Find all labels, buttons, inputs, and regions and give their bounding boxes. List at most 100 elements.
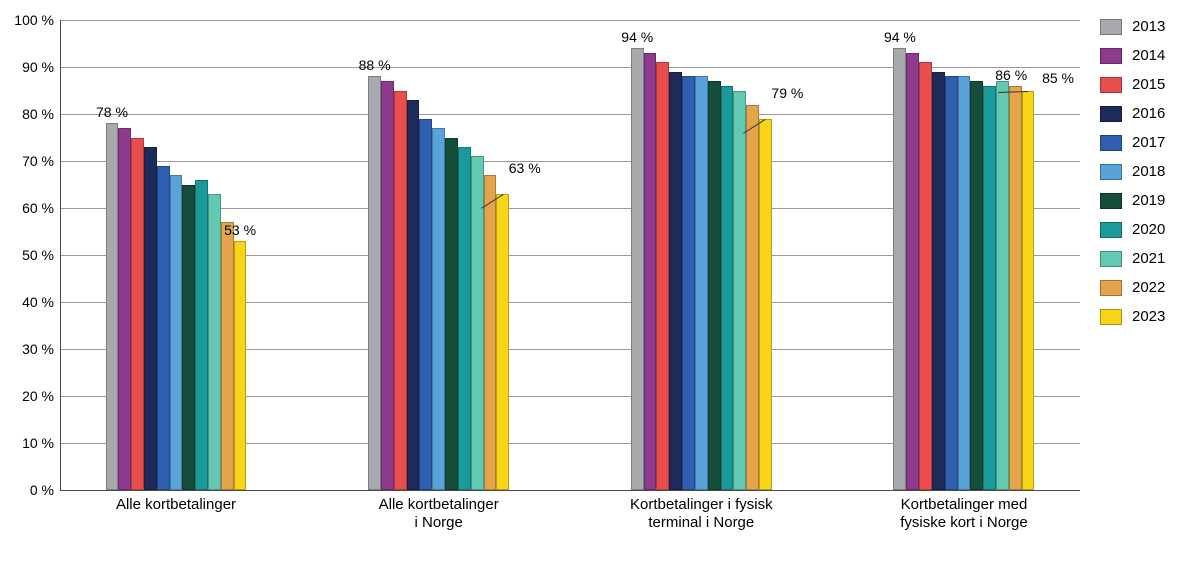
data-label: 94 % (884, 29, 916, 45)
legend-swatch (1100, 309, 1122, 325)
ytick-label: 100 % (14, 12, 60, 28)
data-label: 94 % (621, 29, 653, 45)
plot-area: 0 %10 %20 %30 %40 %50 %60 %70 %80 %90 %1… (60, 20, 1080, 490)
bar (195, 180, 208, 490)
category-label: Kortbetalinger i fysisk terminal i Norge (616, 490, 787, 532)
bar (445, 138, 458, 491)
gridline (60, 20, 1080, 21)
bar (118, 128, 131, 490)
legend-item: 2017 (1100, 134, 1165, 151)
category-label: Kortbetalinger med fysiske kort i Norge (879, 490, 1050, 532)
data-label: 85 % (1042, 70, 1074, 86)
bar (644, 53, 657, 490)
legend-swatch (1100, 106, 1122, 122)
ytick-label: 70 % (22, 153, 60, 169)
ytick-label: 0 % (30, 482, 60, 498)
data-label: 78 % (96, 104, 128, 120)
bar (432, 128, 445, 490)
bar (893, 48, 906, 490)
data-label: 63 % (509, 160, 541, 176)
legend-item: 2013 (1100, 18, 1165, 35)
bar-chart: 0 % 10 % 20 % 30 % 40 % 50 % 60 % 70 % 80 % 90 % 1… (0, 0, 1200, 569)
bar (631, 48, 644, 490)
legend-item: 2014 (1100, 47, 1165, 64)
bar (221, 222, 234, 490)
bar (1009, 86, 1022, 490)
legend-item: 2023 (1100, 308, 1165, 325)
bar (106, 123, 119, 490)
legend-label: 2018 (1132, 163, 1165, 180)
bar (381, 81, 394, 490)
bar (170, 175, 183, 490)
legend-item: 2020 (1100, 221, 1165, 238)
ytick-label: 30 % (22, 341, 60, 357)
bar (983, 86, 996, 490)
bar (721, 86, 734, 490)
ytick-label: 50 % (22, 247, 60, 263)
bar (759, 119, 772, 490)
bar (746, 105, 759, 490)
legend-label: 2014 (1132, 47, 1165, 64)
legend-label: 2019 (1132, 192, 1165, 209)
bar (919, 62, 932, 490)
y-axis (60, 20, 61, 490)
bar (394, 91, 407, 491)
bar (906, 53, 919, 490)
legend-label: 2020 (1132, 221, 1165, 238)
bar (945, 76, 958, 490)
legend-swatch (1100, 135, 1122, 151)
ytick-label: 10 % (22, 435, 60, 451)
legend-item: 2021 (1100, 250, 1165, 267)
bar (131, 138, 144, 491)
data-label: 53 % (224, 222, 256, 238)
ytick-label: 80 % (22, 106, 60, 122)
ytick-label: 20 % (22, 388, 60, 404)
bar (656, 62, 669, 490)
bar (996, 81, 1009, 490)
legend-item: 2022 (1100, 279, 1165, 296)
bar (1022, 91, 1035, 491)
bar (407, 100, 420, 490)
bar (144, 147, 157, 490)
bar (157, 166, 170, 490)
bar (682, 76, 695, 490)
legend-label: 2016 (1132, 105, 1165, 122)
ytick-label: 90 % (22, 59, 60, 75)
data-label: 86 % (995, 67, 1027, 83)
legend-label: 2015 (1132, 76, 1165, 93)
legend-item: 2019 (1100, 192, 1165, 209)
legend-item: 2018 (1100, 163, 1165, 180)
legend-label: 2022 (1132, 279, 1165, 296)
legend-swatch (1100, 19, 1122, 35)
category-label: Alle kortbetalinger (91, 490, 262, 514)
legend-swatch (1100, 193, 1122, 209)
legend: 2013 2014 2015 2016 2017 2018 2019 2020 2021 2022… (1100, 18, 1165, 337)
bar (932, 72, 945, 490)
bar (419, 119, 432, 490)
category-label: Alle kortbetalinger i Norge (353, 490, 524, 532)
bar (234, 241, 247, 490)
legend-item: 2016 (1100, 105, 1165, 122)
legend-swatch (1100, 77, 1122, 93)
bar (669, 72, 682, 490)
bar (970, 81, 983, 490)
legend-swatch (1100, 164, 1122, 180)
bar (458, 147, 471, 490)
legend-label: 2017 (1132, 134, 1165, 151)
bar (733, 91, 746, 491)
bar (958, 76, 971, 490)
bar (496, 194, 509, 490)
legend-swatch (1100, 48, 1122, 64)
bar (484, 175, 497, 490)
legend-label: 2021 (1132, 250, 1165, 267)
legend-swatch (1100, 222, 1122, 238)
bar (208, 194, 221, 490)
data-label: 88 % (359, 57, 391, 73)
bar (695, 76, 708, 490)
legend-label: 2023 (1132, 308, 1165, 325)
legend-item: 2015 (1100, 76, 1165, 93)
legend-swatch (1100, 280, 1122, 296)
ytick-label: 40 % (22, 294, 60, 310)
bar (708, 81, 721, 490)
ytick-label: 60 % (22, 200, 60, 216)
